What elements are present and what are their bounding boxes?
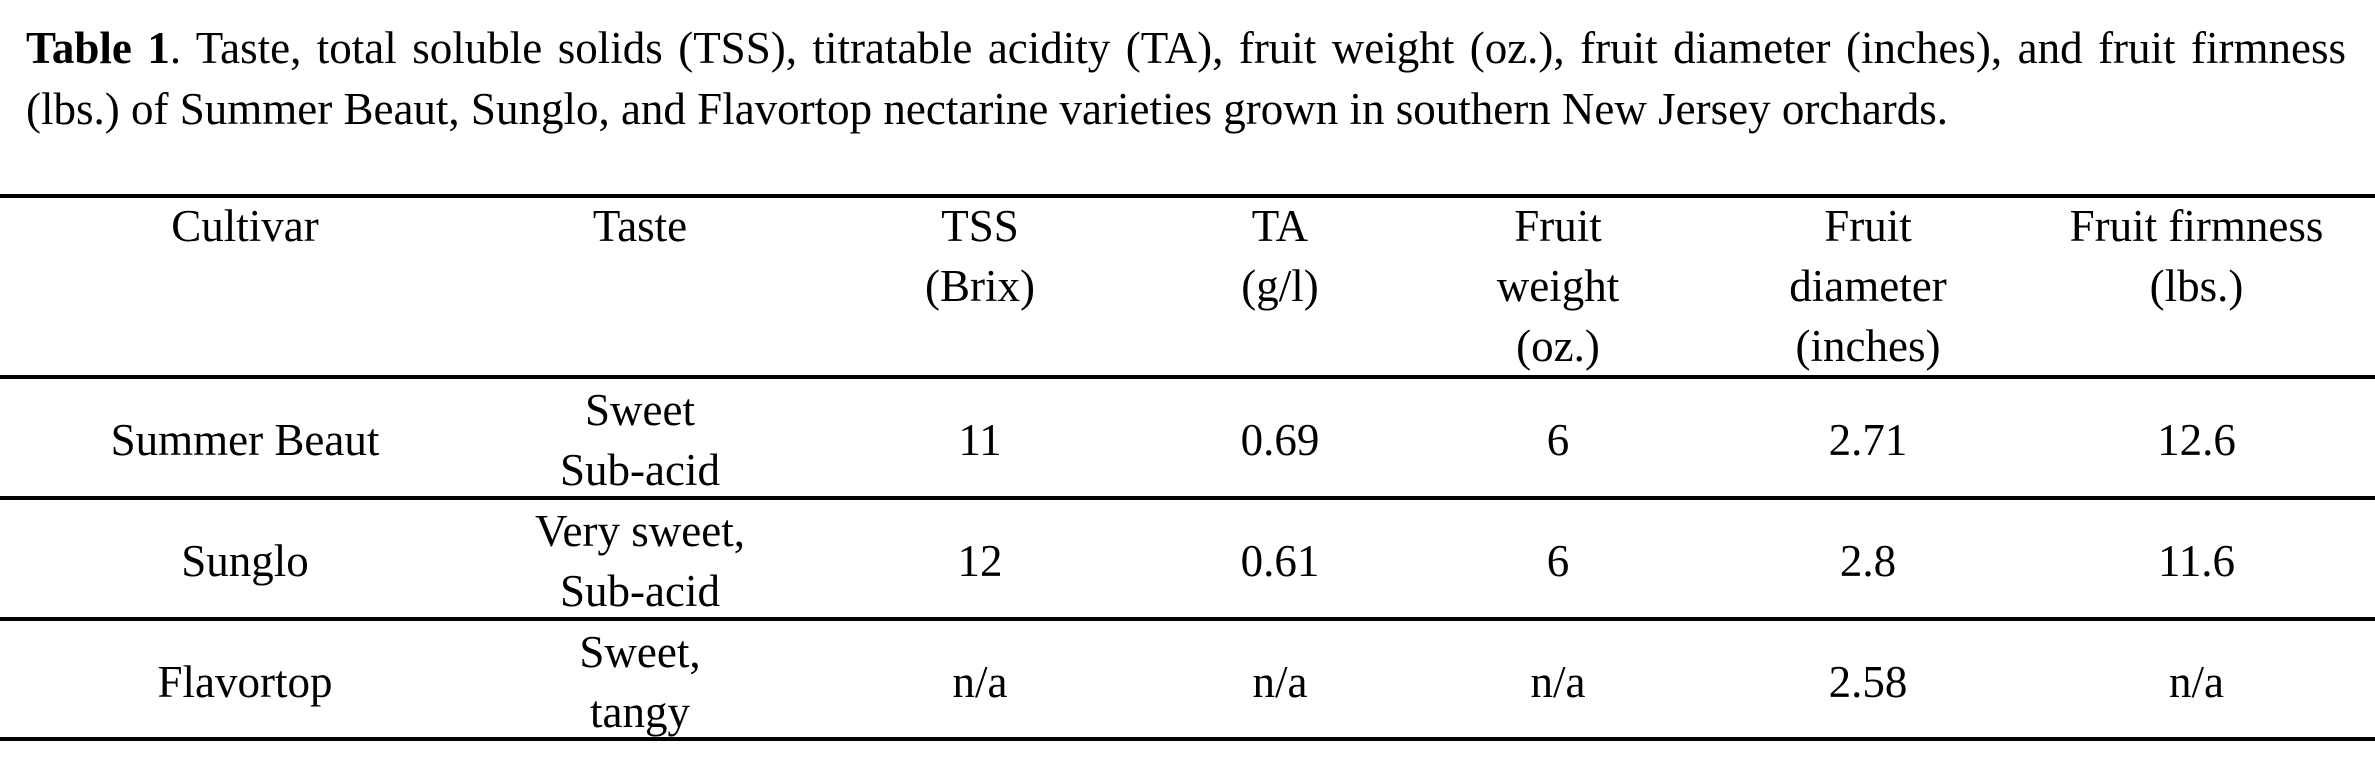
cell-taste: Sweet, tangy	[490, 622, 790, 742]
header-taste: Taste	[490, 196, 790, 256]
cell-tss: 11	[958, 415, 1002, 465]
table-caption-label: Table 1	[26, 23, 170, 73]
table-top-rule	[0, 194, 2375, 198]
row-divider-rule	[0, 617, 2375, 621]
header-fruit-diameter: Fruit diameter (inches)	[1718, 196, 2018, 376]
cell-tss: 12	[957, 536, 1003, 586]
header-line: Fruit	[1824, 201, 1912, 251]
cell-cultivar: Flavortop	[157, 657, 333, 707]
cell-diameter: 2.58	[1828, 657, 1908, 707]
header-line: TSS	[941, 201, 1019, 251]
cell-diameter: 2.8	[1839, 536, 1897, 586]
header-line: Cultivar	[171, 201, 319, 251]
header-ta: TA (g/l)	[1130, 196, 1430, 316]
table-bottom-rule	[0, 737, 2375, 741]
header-line: Fruit	[1514, 201, 1602, 251]
header-tss: TSS (Brix)	[830, 196, 1130, 316]
table-caption: Table 1. Taste, total soluble solids (TS…	[26, 18, 2346, 140]
taste-line: tangy	[590, 687, 690, 737]
header-line: (g/l)	[1241, 261, 1319, 311]
header-line: (oz.)	[1516, 321, 1600, 371]
header-fruit-firmness: Fruit firmness (lbs.)	[2018, 196, 2375, 316]
header-line: weight	[1496, 261, 1620, 311]
header-line: diameter	[1789, 261, 1947, 311]
header-line: (inches)	[1795, 321, 1941, 371]
header-line: (lbs.)	[2149, 261, 2244, 311]
cell-taste: Sweet Sub-acid	[490, 380, 790, 500]
cell-weight: n/a	[1530, 657, 1586, 707]
header-line: Fruit firmness	[2069, 201, 2324, 251]
header-line: Taste	[592, 201, 688, 251]
cell-cultivar: Sunglo	[181, 536, 309, 586]
cell-ta: 0.69	[1240, 415, 1320, 465]
header-cultivar: Cultivar	[0, 196, 490, 256]
cell-ta: 0.61	[1240, 536, 1320, 586]
cell-firmness: n/a	[2169, 657, 2224, 707]
cell-tss: n/a	[952, 657, 1008, 707]
header-line: (Brix)	[925, 261, 1035, 311]
cell-ta: n/a	[1252, 657, 1308, 707]
header-line: TA	[1251, 201, 1309, 251]
row-divider-rule	[0, 496, 2375, 500]
header-fruit-weight: Fruit weight (oz.)	[1408, 196, 1708, 376]
cell-firmness: 11.6	[2157, 536, 2236, 586]
header-bottom-rule	[0, 375, 2375, 379]
taste-line: Sub-acid	[560, 566, 720, 616]
table-caption-text: . Taste, total soluble solids (TSS), tit…	[26, 23, 2346, 134]
taste-line: Sweet	[585, 385, 695, 435]
cell-cultivar: Summer Beaut	[110, 415, 380, 465]
cell-weight: 6	[1546, 415, 1570, 465]
cell-firmness: 12.6	[2157, 415, 2236, 465]
taste-line: Sub-acid	[560, 445, 720, 495]
taste-line: Sweet,	[579, 627, 701, 677]
cell-weight: 6	[1546, 536, 1570, 586]
cell-diameter: 2.71	[1828, 415, 1908, 465]
taste-line: Very sweet,	[535, 506, 745, 556]
cell-taste: Very sweet, Sub-acid	[490, 501, 790, 621]
